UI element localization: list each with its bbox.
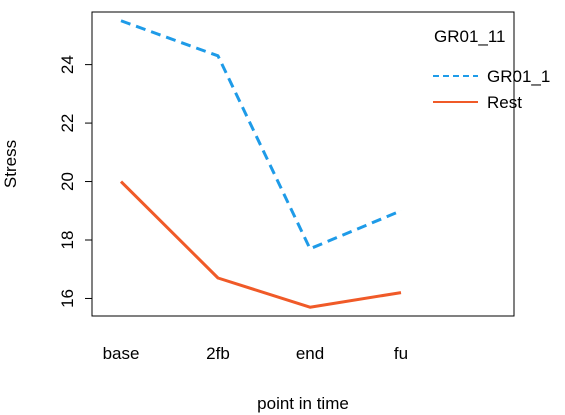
y-tick-label-4: 24: [58, 55, 77, 74]
legend-title: GR01_11: [434, 27, 506, 46]
x-tick-label-0: base: [103, 344, 140, 363]
legend-label-0: GR01_1: [487, 67, 550, 86]
x-axis: base 2fb end fu: [103, 344, 409, 363]
x-tick-label-1: 2fb: [206, 344, 230, 363]
y-tick-label-0: 16: [58, 289, 77, 308]
x-axis-label: point in time: [257, 394, 349, 413]
y-tick-label-2: 20: [58, 172, 77, 191]
y-axis-label: Stress: [1, 140, 20, 188]
legend: GR01_11 GR01_1 Rest: [433, 27, 550, 112]
series-line-0: [120, 19, 402, 251]
series-line-1: [119, 180, 402, 309]
legend-label-1: Rest: [487, 93, 522, 112]
legend-items: GR01_1 Rest: [433, 67, 550, 112]
x-tick-label-3: fu: [394, 344, 408, 363]
series-layer: [119, 19, 402, 309]
y-tick-label-1: 18: [58, 231, 77, 250]
y-tick-label-3: 22: [58, 114, 77, 133]
x-tick-label-2: end: [296, 344, 324, 363]
plot-frame: [91, 11, 515, 317]
y-axis: 16 18 20 22 24: [58, 55, 92, 308]
